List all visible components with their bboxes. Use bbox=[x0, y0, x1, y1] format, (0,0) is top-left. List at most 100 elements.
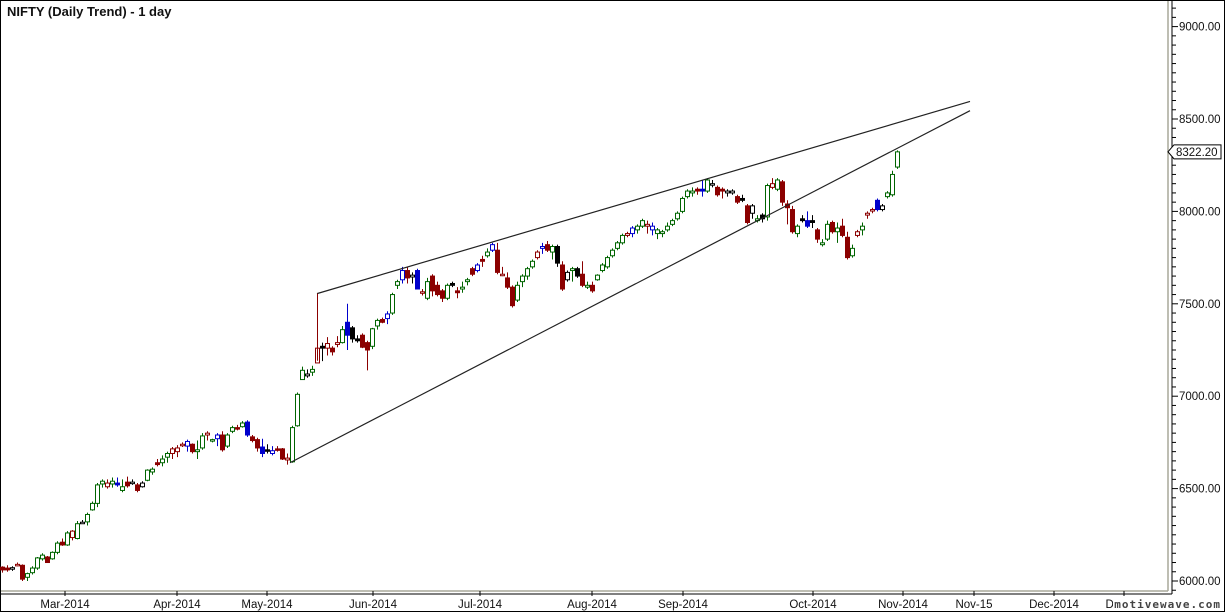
candle-body bbox=[810, 220, 815, 223]
candle-body bbox=[590, 284, 595, 292]
candle-body bbox=[595, 274, 600, 281]
candle-body bbox=[300, 369, 305, 381]
candle-body bbox=[895, 151, 900, 168]
y-tick-label: 8500.00 bbox=[1179, 114, 1221, 126]
candle-body bbox=[750, 205, 755, 214]
candle-body bbox=[765, 185, 770, 218]
candle-body bbox=[615, 242, 620, 249]
candle-body bbox=[240, 422, 245, 428]
candle-body bbox=[95, 484, 100, 504]
candle-body bbox=[735, 196, 740, 203]
candle-body bbox=[355, 338, 360, 342]
candle-body bbox=[560, 264, 565, 290]
candle-body bbox=[60, 541, 65, 546]
candle-body bbox=[580, 273, 585, 286]
candle-body bbox=[185, 440, 190, 447]
candle-body bbox=[270, 450, 275, 454]
candle-body bbox=[285, 457, 290, 461]
candle-body bbox=[265, 449, 270, 452]
watermark: motivewave.com bbox=[1113, 598, 1221, 611]
candle-body bbox=[770, 183, 775, 188]
candle-body bbox=[745, 205, 750, 223]
candle-body bbox=[655, 229, 660, 235]
candle-body bbox=[860, 225, 865, 231]
candle-body bbox=[540, 246, 545, 249]
candle-body bbox=[395, 281, 400, 286]
candle-body bbox=[305, 373, 310, 377]
candle-body bbox=[330, 347, 335, 353]
x-tick-label: Sep-2014 bbox=[658, 599, 708, 611]
candle-body bbox=[55, 542, 60, 553]
candle-body bbox=[400, 270, 405, 281]
candle-body bbox=[555, 246, 560, 264]
candle-body bbox=[730, 190, 735, 194]
candle-body bbox=[110, 480, 115, 485]
candle-body bbox=[605, 257, 610, 268]
candle-body bbox=[480, 258, 485, 262]
candle-body bbox=[225, 434, 230, 447]
candle-body bbox=[125, 481, 130, 487]
candle-body bbox=[465, 279, 470, 283]
candle-body bbox=[425, 281, 430, 299]
candle-body bbox=[160, 458, 165, 464]
candle-body bbox=[380, 319, 385, 323]
candle-body bbox=[175, 447, 180, 453]
candle-body bbox=[450, 282, 455, 286]
candle-body bbox=[865, 212, 870, 216]
candle-body bbox=[295, 393, 300, 427]
last-price-marker bbox=[1167, 144, 1222, 160]
candle-body bbox=[370, 328, 375, 347]
candle-body bbox=[800, 218, 805, 222]
x-tick-label: Apr-2014 bbox=[153, 599, 201, 611]
candle-body bbox=[10, 567, 15, 570]
candle-body bbox=[15, 563, 20, 567]
candle-body bbox=[340, 329, 345, 344]
candle-body bbox=[645, 223, 650, 227]
y-tick-label: 6500.00 bbox=[1179, 484, 1221, 496]
candle-body bbox=[600, 264, 605, 272]
candle-body bbox=[195, 449, 200, 453]
candle-body bbox=[145, 469, 150, 481]
candle-body bbox=[30, 567, 35, 574]
candle-body bbox=[25, 573, 30, 578]
candle-body bbox=[235, 427, 240, 430]
lower-wedge-line[interactable] bbox=[289, 110, 971, 464]
candle-body bbox=[845, 236, 850, 259]
candle-body bbox=[250, 436, 255, 442]
candle-body bbox=[275, 448, 280, 451]
candle-body bbox=[460, 286, 465, 290]
candle-body bbox=[635, 225, 640, 231]
candle-body bbox=[375, 319, 380, 327]
x-tick-label: Nov-2014 bbox=[878, 599, 928, 611]
candle-body bbox=[650, 225, 655, 231]
candle-body bbox=[345, 321, 350, 336]
candle-body bbox=[670, 220, 675, 225]
candle-body bbox=[120, 486, 125, 491]
candle-body bbox=[190, 443, 195, 453]
x-tick-label: Jun-2014 bbox=[349, 599, 398, 611]
candle-body bbox=[780, 181, 785, 203]
candle-body bbox=[640, 220, 645, 227]
candle-body bbox=[815, 229, 820, 240]
upper-wedge-line[interactable] bbox=[316, 100, 971, 295]
candle-body bbox=[660, 231, 665, 235]
candle-body bbox=[610, 249, 615, 257]
x-tick-label: Jul-2014 bbox=[458, 599, 503, 611]
candle-body bbox=[675, 212, 680, 220]
candle-body bbox=[790, 209, 795, 233]
candle-body bbox=[215, 434, 220, 440]
candle-body bbox=[880, 205, 885, 211]
candle-body bbox=[725, 190, 730, 194]
candle-body bbox=[350, 327, 355, 340]
candle-body bbox=[325, 343, 330, 349]
candle-body bbox=[220, 434, 225, 451]
candle-body bbox=[140, 482, 145, 488]
candle-body bbox=[720, 188, 725, 192]
candle-body bbox=[890, 173, 895, 196]
candle-body bbox=[455, 290, 460, 294]
candle-body bbox=[885, 192, 890, 198]
candle-body bbox=[715, 186, 720, 196]
candle-body bbox=[365, 342, 370, 351]
candle-body bbox=[740, 197, 745, 201]
